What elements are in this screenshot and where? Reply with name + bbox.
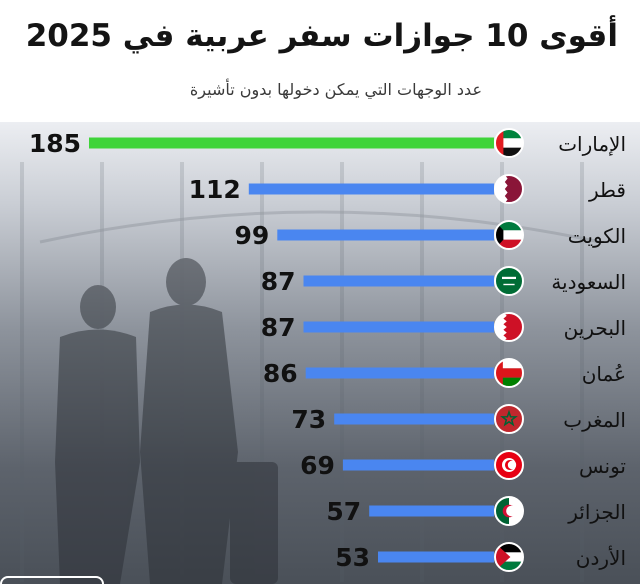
bar-row: 87 البحرين xyxy=(261,312,626,342)
uae-flag-icon xyxy=(495,129,523,157)
chart-header: أقوى 10 جوازات سفر عربية في 2025 عدد الو… xyxy=(0,0,640,122)
category-label: الكويت xyxy=(568,224,626,248)
category-label: عُمان xyxy=(582,362,626,386)
value-label: 69 xyxy=(300,451,335,480)
bar-row: 73 المغرب xyxy=(291,404,626,434)
value-label: 57 xyxy=(326,497,361,526)
bar xyxy=(342,459,494,471)
value-label: 99 xyxy=(235,221,270,250)
bar xyxy=(334,413,494,425)
value-label: 53 xyxy=(335,543,370,572)
value-label: 87 xyxy=(261,313,296,342)
flag-ring xyxy=(494,174,524,204)
bar-chart: 185 الإمارات 112 قطر 99 الكويت 87 السعودية 87 الب… xyxy=(20,128,626,584)
algeria-flag-icon xyxy=(495,497,523,525)
category-label: البحرين xyxy=(564,316,626,340)
flag-ring xyxy=(494,128,524,158)
bar xyxy=(89,137,494,149)
flag-ring xyxy=(494,220,524,250)
bar-row: 69 تونس xyxy=(300,450,626,480)
bar-row: 57 الجزائر xyxy=(326,496,626,526)
flag-ring xyxy=(494,358,524,388)
chart-title: أقوى 10 جوازات سفر عربية في 2025 xyxy=(25,18,618,54)
bar xyxy=(378,551,494,563)
category-label: المغرب xyxy=(563,408,626,432)
bar-row: 86 عُمان xyxy=(263,358,626,388)
bar xyxy=(277,229,494,241)
value-label: 86 xyxy=(263,359,298,388)
flag-ring xyxy=(494,404,524,434)
flag-ring xyxy=(494,496,524,526)
category-label: تونس xyxy=(579,454,626,478)
chart-plot-area: 185 الإمارات 112 قطر 99 الكويت 87 السعودية 87 الب… xyxy=(0,122,640,584)
bar xyxy=(305,367,494,379)
bar-row: 99 الكويت xyxy=(235,220,626,250)
value-label: 73 xyxy=(291,405,326,434)
bar xyxy=(369,505,494,517)
flag-ring xyxy=(494,542,524,572)
background-photo xyxy=(20,162,601,584)
flag-ring xyxy=(494,312,524,342)
bar-row: 185 الإمارات xyxy=(29,128,626,158)
category-label: الجزائر xyxy=(567,500,626,524)
value-label: 87 xyxy=(261,267,296,296)
chart-subtitle: عدد الوجهات التي يمكن دخولها بدون تأشيرة xyxy=(189,80,482,99)
jordan-flag-icon xyxy=(495,543,523,571)
bar xyxy=(303,321,494,333)
bar-row: 53 الأردن xyxy=(335,542,626,572)
bar-row: 112 قطر xyxy=(189,174,626,204)
category-label: قطر xyxy=(588,178,626,202)
category-label: الأردن xyxy=(576,546,626,570)
bar-row: 87 السعودية xyxy=(261,266,626,296)
value-label: 112 xyxy=(189,175,241,204)
value-label: 185 xyxy=(29,129,81,158)
bottom-tab-outline xyxy=(0,576,104,584)
flag-ring xyxy=(494,450,524,480)
category-label: السعودية xyxy=(551,270,626,294)
flag-ring xyxy=(494,266,524,296)
bar xyxy=(303,275,494,287)
travelers-silhouette xyxy=(55,258,278,584)
category-label: الإمارات xyxy=(558,132,626,156)
bar xyxy=(248,183,494,195)
bar-rows: 185 الإمارات 112 قطر 99 الكويت 87 السعودية 87 الب… xyxy=(29,128,626,572)
oman-flag-icon xyxy=(495,359,523,387)
